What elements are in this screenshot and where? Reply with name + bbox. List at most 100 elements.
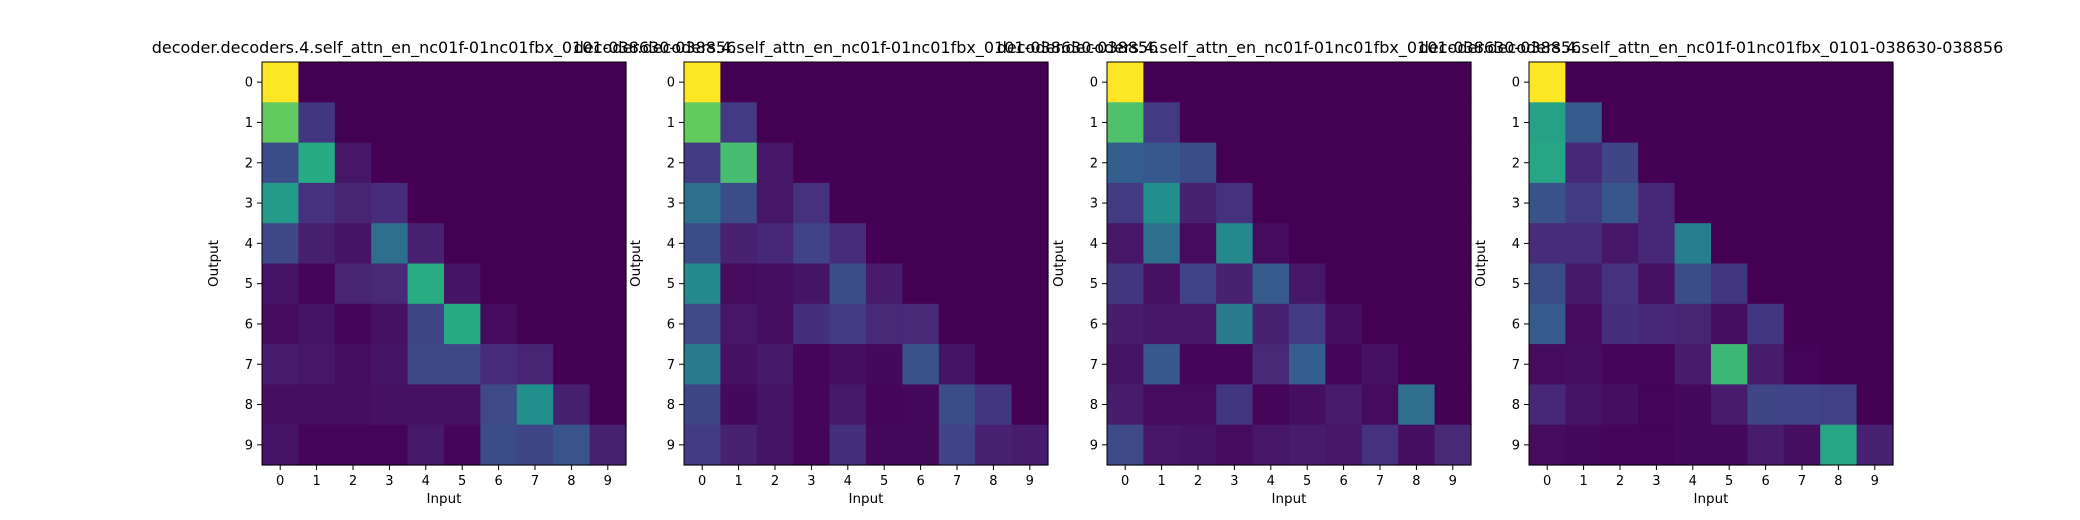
- heatmap-cell: [829, 182, 867, 224]
- heatmap-cell: [902, 424, 940, 466]
- heatmap-cell: [1216, 102, 1254, 144]
- heatmap-cell: [1638, 303, 1676, 345]
- heatmap-cell: [1434, 384, 1472, 426]
- heatmap-cell: [1252, 263, 1290, 305]
- heatmap-panel-2: 0 1 2 3 4 5 6 7 8 9 0 1 2 3 4 5 6 7 8 9 Input Output decoder.d…: [574, 38, 1159, 507]
- heatmap-cell: [1143, 344, 1181, 385]
- heatmap-cell: [1601, 223, 1639, 265]
- heatmap-cell: [1179, 303, 1217, 345]
- y-tick-label: 5: [667, 277, 675, 292]
- heatmap-cell: [1361, 424, 1399, 466]
- heatmap-cell: [1529, 424, 1566, 466]
- heatmap-cell: [684, 182, 721, 224]
- heatmap-cell: [1216, 344, 1254, 385]
- heatmap-cell: [1011, 303, 1049, 345]
- heatmap-cell: [829, 303, 867, 345]
- heatmap-cell: [262, 102, 299, 144]
- heatmap-cell: [793, 303, 831, 345]
- heatmap-cell: [1325, 303, 1363, 345]
- heatmap-cell: [684, 263, 721, 305]
- heatmap-cell: [1143, 182, 1181, 224]
- y-tick-label: 6: [1090, 317, 1098, 332]
- heatmap-cell: [298, 303, 336, 345]
- heatmap-cell: [1434, 62, 1472, 103]
- x-tick-label: 9: [604, 474, 612, 489]
- heatmap-cell: [1565, 344, 1603, 385]
- heatmap-cell: [480, 384, 518, 426]
- plot-frame: [1528, 61, 1894, 466]
- heatmap-cell: [1783, 424, 1821, 466]
- heatmap-cell: [334, 182, 372, 224]
- x-tick-label: 0: [698, 474, 706, 489]
- heatmap-cell: [684, 223, 721, 265]
- heatmap-cell: [1638, 142, 1676, 184]
- heatmap-cell: [1820, 303, 1858, 345]
- heatmap-cell: [1179, 384, 1217, 426]
- heatmap-cell: [975, 384, 1013, 426]
- heatmap-cell: [1289, 223, 1326, 265]
- heatmap-cell: [829, 223, 867, 265]
- heatmap-cell: [1856, 384, 1894, 426]
- heatmap-cell: [975, 142, 1013, 184]
- heatmap-cell: [1252, 424, 1290, 466]
- heatmap-cell: [407, 223, 445, 265]
- heatmap-cell: [1252, 384, 1290, 426]
- heatmap-cell: [829, 384, 867, 426]
- heatmap-cell: [1711, 303, 1748, 345]
- heatmap-cell: [516, 223, 554, 265]
- heatmap-cell: [1398, 384, 1436, 426]
- heatmap-cell: [1820, 102, 1858, 144]
- heatmap-cell: [1783, 102, 1821, 144]
- heatmap-cell: [1143, 303, 1181, 345]
- heatmap-cell: [1529, 303, 1566, 345]
- heatmap-cell: [1856, 102, 1894, 144]
- x-tick-label: 8: [1834, 474, 1842, 489]
- heatmap-cell: [1434, 303, 1472, 345]
- heatmap-cell: [1361, 263, 1399, 305]
- plot-frame: [261, 61, 627, 466]
- heatmap-cell: [1856, 62, 1894, 103]
- x-tick-label: 4: [422, 474, 430, 489]
- heatmap-cell: [553, 263, 591, 305]
- heatmap-cell: [1143, 102, 1181, 144]
- heatmap-cell: [262, 344, 299, 385]
- y-tick-label: 4: [667, 237, 675, 252]
- heatmap-cell: [1783, 344, 1821, 385]
- heatmap-cell: [793, 263, 831, 305]
- heatmap-cell: [1011, 424, 1049, 466]
- heatmap-cell: [553, 384, 591, 426]
- heatmap-cell: [793, 62, 831, 103]
- heatmap-cell: [720, 142, 758, 184]
- heatmap-cell: [756, 344, 794, 385]
- heatmap-cell: [829, 263, 867, 305]
- heatmap-cell: [371, 263, 409, 305]
- heatmap-cell: [1289, 142, 1326, 184]
- heatmap-cell: [1820, 182, 1858, 224]
- heatmap-cell: [684, 424, 721, 466]
- heatmap-cell: [1856, 263, 1894, 305]
- y-tick-label: 8: [1090, 398, 1098, 413]
- heatmap-cell: [1216, 263, 1254, 305]
- heatmap-cell: [1179, 142, 1217, 184]
- y-tick-label: 5: [1512, 277, 1520, 292]
- heatmap-cell: [829, 424, 867, 466]
- heatmap-cell: [480, 303, 518, 345]
- x-tick-label: 1: [734, 474, 742, 489]
- heatmap-cell: [1361, 384, 1399, 426]
- heatmap-cell: [684, 62, 721, 103]
- heatmap-cell: [1011, 62, 1049, 103]
- heatmap-cell: [298, 384, 336, 426]
- heatmap-cell: [866, 142, 903, 184]
- heatmap-cell: [298, 263, 336, 305]
- heatmap-cell: [1179, 182, 1217, 224]
- heatmap-cell: [1216, 62, 1254, 103]
- heatmap-cell: [938, 263, 976, 305]
- heatmap-cell: [1638, 263, 1676, 305]
- heatmap-cell: [1856, 142, 1894, 184]
- x-tick-label: 1: [1579, 474, 1587, 489]
- heatmap-cell: [756, 182, 794, 224]
- heatmap-cell: [334, 62, 372, 103]
- x-tick-label: 8: [1412, 474, 1420, 489]
- heatmap-cell: [1107, 62, 1144, 103]
